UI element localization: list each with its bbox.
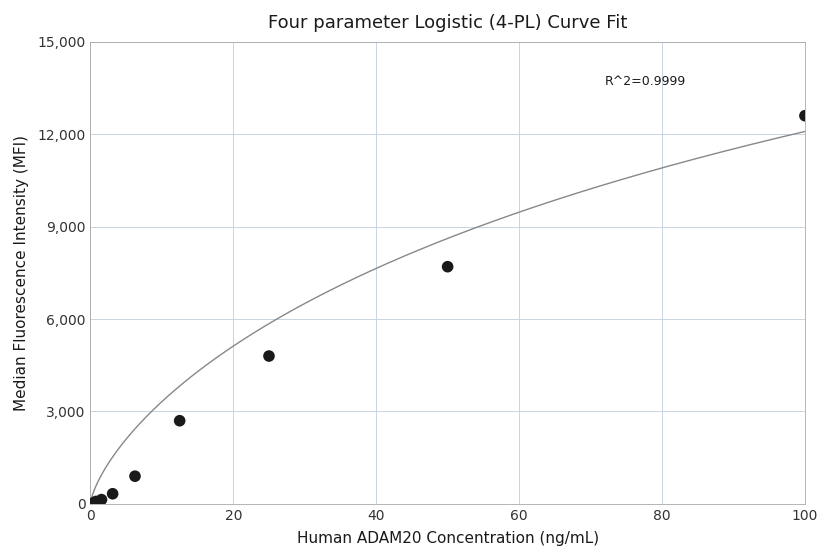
Point (128, 472, 141, 480)
Title: Four parameter Logistic (4-PL) Curve Fit: Four parameter Logistic (4-PL) Curve Fit (268, 14, 627, 32)
Point (262, 352, 275, 361)
Point (87, 498, 100, 507)
Point (798, 111, 811, 120)
Y-axis label: Median Fluorescence Intensity (MFI): Median Fluorescence Intensity (MFI) (14, 135, 29, 411)
Point (89, 497, 102, 506)
Point (106, 489, 119, 498)
Point (95, 495, 108, 504)
Text: R^2=0.9999: R^2=0.9999 (605, 75, 686, 88)
Point (441, 262, 454, 271)
X-axis label: Human ADAM20 Concentration (ng/mL): Human ADAM20 Concentration (ng/mL) (296, 531, 599, 546)
Point (173, 416, 186, 425)
